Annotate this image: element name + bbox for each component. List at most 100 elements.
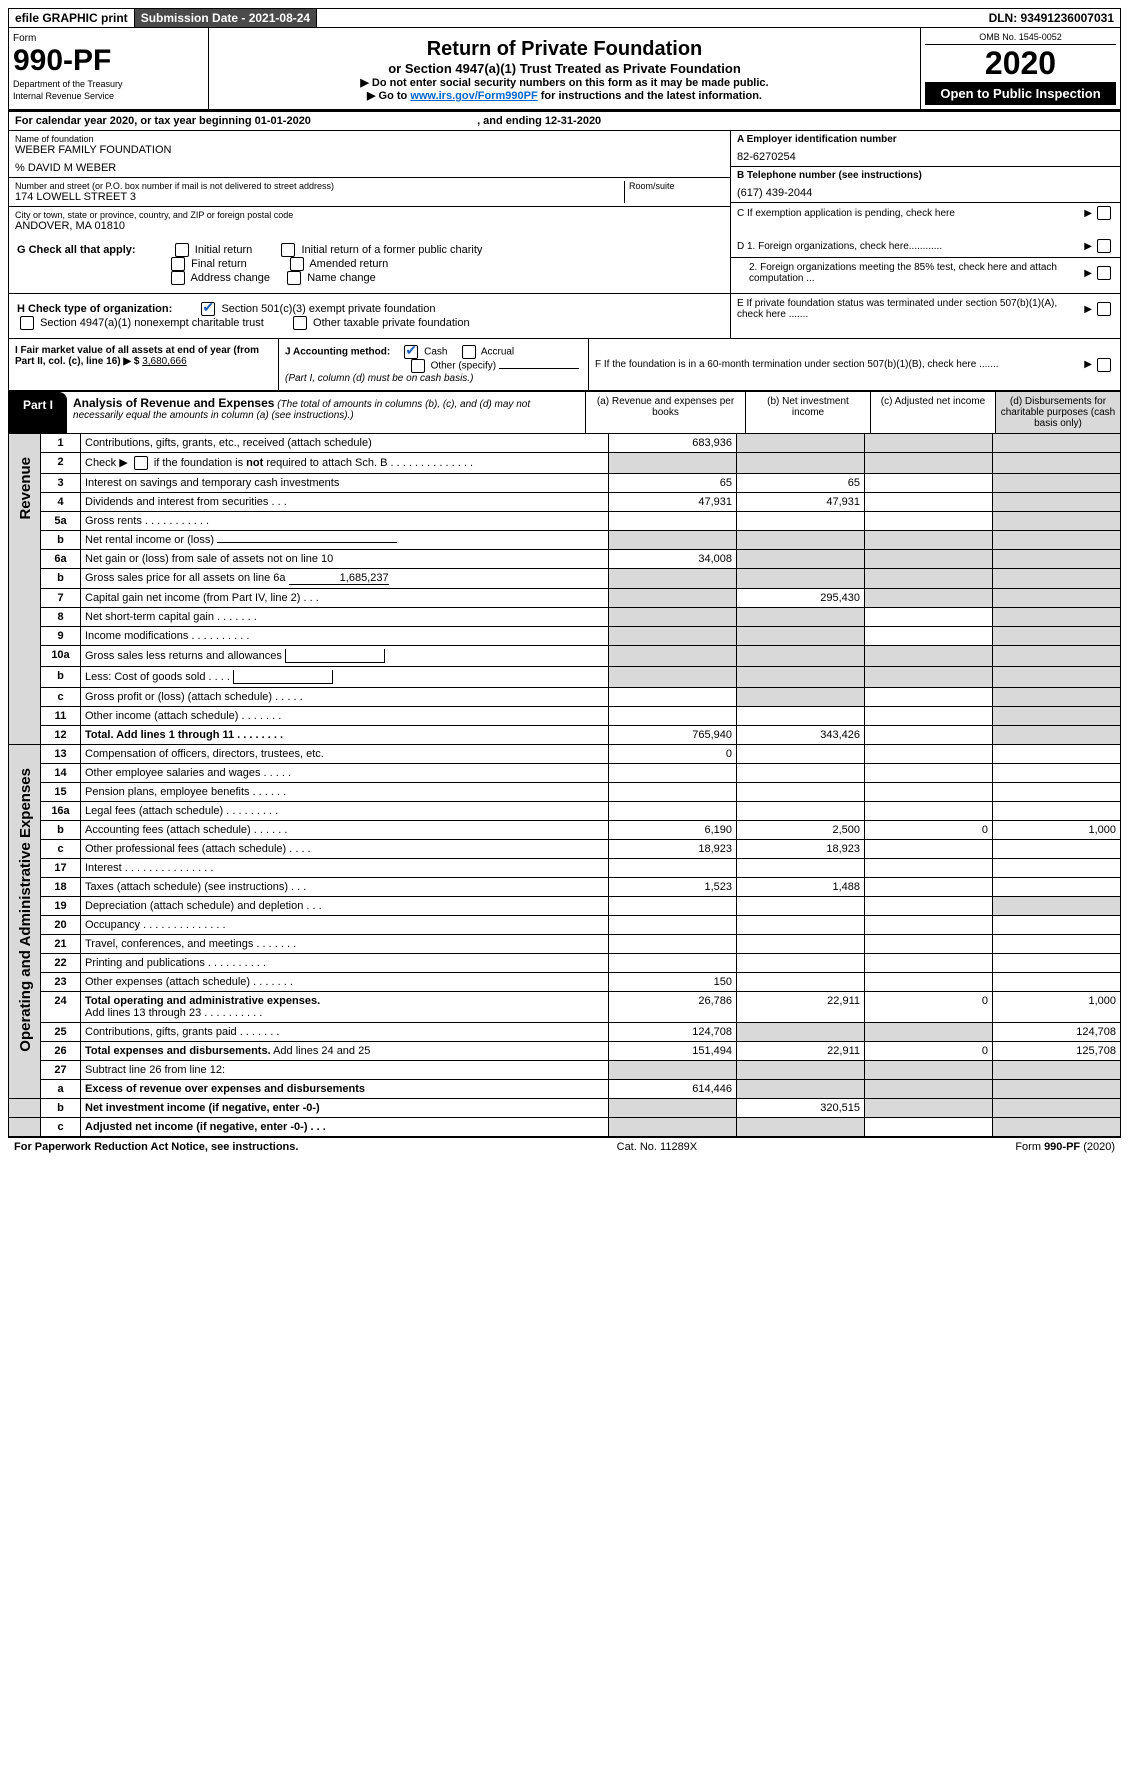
g-address-checkbox[interactable]	[171, 271, 185, 285]
cell-d: 1,000	[993, 821, 1121, 840]
instr-2: ▶ Go to www.irs.gov/Form990PF for instru…	[215, 89, 914, 102]
cell-grey	[865, 589, 993, 608]
line-desc: Compensation of officers, directors, tru…	[81, 745, 609, 764]
cell-a: 18,923	[609, 840, 737, 859]
line-desc: Interest on savings and temporary cash i…	[81, 474, 609, 493]
line-desc: Other employee salaries and wages . . . …	[81, 764, 609, 783]
g-d-row: G Check all that apply: Initial return I…	[8, 235, 1121, 294]
street-address: 174 LOWELL STREET 3	[15, 191, 624, 203]
cell-grey	[993, 627, 1121, 646]
col-c-header: (c) Adjusted net income	[870, 392, 995, 433]
cell-c	[865, 840, 993, 859]
cell-grey	[609, 531, 737, 550]
cell-a	[609, 954, 737, 973]
form-header: Form 990-PF Department of the Treasury I…	[8, 28, 1121, 112]
cell-c	[865, 859, 993, 878]
cell-a	[609, 935, 737, 954]
cell-b	[737, 935, 865, 954]
arrow-icon: ▶	[1084, 304, 1092, 315]
cell-a: 151,494	[609, 1042, 737, 1061]
cell-grey	[993, 434, 1121, 453]
cell-c	[865, 916, 993, 935]
part1-header: Part I Analysis of Revenue and Expenses …	[8, 391, 1121, 434]
g-name-checkbox[interactable]	[287, 271, 301, 285]
side-blank	[9, 1099, 41, 1118]
c-label: C If exemption application is pending, c…	[737, 208, 1082, 219]
cell-grey	[993, 474, 1121, 493]
g-final-checkbox[interactable]	[171, 257, 185, 271]
cell-b: 47,931	[737, 493, 865, 512]
cell-b	[737, 916, 865, 935]
h-4947-checkbox[interactable]	[20, 316, 34, 330]
r2-bold: not	[246, 457, 263, 469]
cell-grey	[737, 667, 865, 688]
cal-end: 12-31-2020	[545, 115, 601, 127]
d2-label: 2. Foreign organizations meeting the 85%…	[737, 262, 1082, 284]
form-title: Return of Private Foundation	[215, 38, 914, 61]
cell-a: 65	[609, 474, 737, 493]
line-num: 15	[41, 783, 81, 802]
cell-grey	[865, 531, 993, 550]
d2-checkbox[interactable]	[1097, 266, 1111, 280]
irs-link[interactable]: www.irs.gov/Form990PF	[410, 90, 537, 102]
h-other-checkbox[interactable]	[293, 316, 307, 330]
line-desc: Capital gain net income (from Part IV, l…	[81, 589, 609, 608]
arrow-icon: ▶	[1084, 359, 1092, 370]
cell-a	[609, 859, 737, 878]
fmv-value: 3,680,666	[142, 356, 187, 367]
r6b-val: 1,685,237	[289, 572, 389, 585]
cell-c: 0	[865, 1042, 993, 1061]
i-label: I Fair market value of all assets at end…	[15, 345, 259, 367]
h-e-row: H Check type of organization: Section 50…	[8, 294, 1121, 339]
dept2: Internal Revenue Service	[13, 91, 114, 101]
cell-grey	[609, 1099, 737, 1118]
line-desc: Subtract line 26 from line 12:	[81, 1061, 609, 1080]
instr-1: ▶ Do not enter social security numbers o…	[215, 76, 914, 89]
line-num: 2	[41, 453, 81, 474]
line-desc: Net gain or (loss) from sale of assets n…	[81, 550, 609, 569]
h-opt3: Other taxable private foundation	[313, 317, 470, 329]
cell-grey	[993, 667, 1121, 688]
cell-grey	[993, 688, 1121, 707]
j-accrual-checkbox[interactable]	[462, 345, 476, 359]
ijf-row: I Fair market value of all assets at end…	[8, 339, 1121, 391]
g-opt-3: Amended return	[309, 258, 388, 270]
d1-checkbox[interactable]	[1097, 239, 1111, 253]
r5b-text: Net rental income or (loss)	[85, 534, 217, 546]
line-desc: Depreciation (attach schedule) and deple…	[81, 897, 609, 916]
line-num: 20	[41, 916, 81, 935]
cell-b	[737, 897, 865, 916]
f-checkbox[interactable]	[1097, 358, 1111, 372]
form-subtitle: or Section 4947(a)(1) Trust Treated as P…	[215, 61, 914, 76]
form-label: Form	[13, 33, 36, 44]
expenses-side-label: Operating and Administrative Expenses	[13, 748, 38, 1072]
cell-grey	[865, 1061, 993, 1080]
r2-checkbox[interactable]	[134, 456, 148, 470]
cell-a	[609, 897, 737, 916]
cell-d	[993, 764, 1121, 783]
c-checkbox[interactable]	[1097, 206, 1111, 220]
e-checkbox[interactable]	[1097, 302, 1111, 316]
line-num: 8	[41, 608, 81, 627]
line-desc: Other professional fees (attach schedule…	[81, 840, 609, 859]
line-desc: Gross sales price for all assets on line…	[81, 569, 609, 589]
cell-grey	[993, 493, 1121, 512]
cell-c	[865, 707, 993, 726]
g-opt-0: Initial return	[195, 244, 252, 256]
h-501c3-checkbox[interactable]	[201, 302, 215, 316]
j-note: (Part I, column (d) must be on cash basi…	[285, 373, 473, 384]
cell-a: 0	[609, 745, 737, 764]
j-other-checkbox[interactable]	[411, 359, 425, 373]
line-desc: Other income (attach schedule) . . . . .…	[81, 707, 609, 726]
j-cash-checkbox[interactable]	[404, 345, 418, 359]
omb: OMB No. 1545-0052	[925, 32, 1116, 45]
line-num: 10a	[41, 646, 81, 667]
g-initial-former-checkbox[interactable]	[281, 243, 295, 257]
line-num: 26	[41, 1042, 81, 1061]
arrow-icon: ▶	[1084, 241, 1092, 252]
g-amended-checkbox[interactable]	[290, 257, 304, 271]
cell-b	[737, 512, 865, 531]
line-num: a	[41, 1080, 81, 1099]
line-num: 1	[41, 434, 81, 453]
g-initial-checkbox[interactable]	[175, 243, 189, 257]
